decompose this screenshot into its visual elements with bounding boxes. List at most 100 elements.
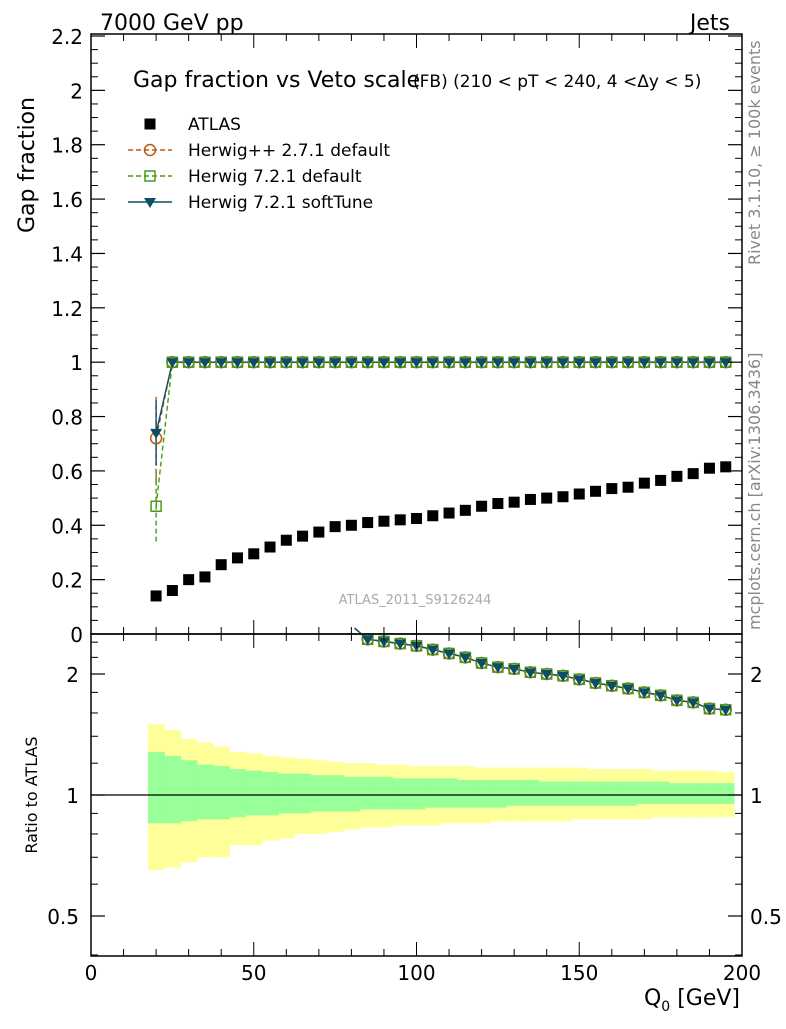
data-point	[150, 428, 163, 439]
atlas-data-point	[606, 483, 618, 495]
legend-entry: Herwig 7.2.1 default	[128, 167, 362, 187]
legend-marker	[144, 170, 156, 182]
ratio-band-green	[571, 781, 588, 806]
data-point	[703, 358, 716, 369]
ratio-band-green	[652, 781, 670, 804]
data-point	[312, 358, 325, 369]
legend-marker	[143, 143, 157, 157]
data-point	[556, 358, 569, 369]
ratio-band-green	[310, 775, 328, 812]
data-point	[231, 358, 244, 369]
ratio-point	[491, 663, 504, 674]
side-label-bottom: mcplots.cern.ch [arXiv:1306.3436]	[745, 353, 764, 630]
ratio-band-green	[473, 779, 491, 808]
atlas-data-point	[492, 498, 504, 510]
legend-marker	[144, 198, 156, 208]
atlas-data-point	[687, 468, 699, 480]
atlas-data-point	[638, 477, 650, 489]
atlas-data-point	[378, 515, 390, 527]
x-tick-label: 200	[723, 961, 761, 985]
atlas-data-point	[720, 461, 732, 473]
data-point	[654, 358, 667, 369]
data-point	[329, 358, 342, 369]
ratio-band-green	[196, 764, 214, 820]
ratio-band-green	[587, 781, 605, 806]
atlas-data-point	[655, 474, 667, 486]
y-tick-label: 0.4	[51, 514, 83, 538]
atlas-data-point	[215, 559, 227, 571]
ratio-band-green	[294, 773, 312, 814]
data-point	[410, 358, 423, 369]
ratio-series-line	[354, 627, 726, 711]
ratio-y-tick-label: 0.5	[47, 905, 79, 929]
atlas-data-point	[199, 571, 211, 583]
ratio-point	[508, 664, 521, 675]
ratio-band-green	[701, 783, 719, 804]
ratio-series-line	[354, 627, 726, 711]
ratio-series-line	[354, 627, 726, 711]
atlas-data-point	[264, 541, 276, 553]
ratio-band-green	[408, 778, 426, 810]
ratio-band-green	[375, 776, 393, 810]
atlas-data-point	[362, 517, 374, 529]
ratio-band-green	[245, 770, 263, 816]
ratio-band-green	[392, 778, 409, 810]
atlas-data-point	[476, 500, 488, 512]
data-point	[182, 358, 195, 369]
data-point	[198, 358, 211, 369]
ratio-band-green	[522, 779, 540, 806]
x-axis-label: Q0 [GeV]	[644, 986, 740, 1015]
legend-entry: Herwig 7.2.1 softTune	[128, 193, 373, 213]
ratio-band-green	[554, 781, 572, 806]
atlas-data-point	[345, 519, 357, 531]
atlas-data-point	[166, 585, 178, 597]
x-tick-label: 100	[397, 961, 435, 985]
data-point	[638, 358, 651, 369]
y-tick-label: 0.2	[51, 569, 83, 593]
series-line	[155, 361, 726, 439]
atlas-data-point	[508, 496, 520, 508]
ratio-band-green	[489, 779, 507, 808]
ratio-band-green	[147, 751, 165, 824]
y-tick-label: 1.8	[51, 134, 83, 158]
x-axis-label-sub: 0	[661, 999, 670, 1015]
data-point	[345, 358, 358, 369]
atlas-data-point	[329, 521, 341, 533]
data-point	[524, 358, 537, 369]
atlas-data-point	[231, 552, 243, 564]
atlas-data-point	[541, 492, 553, 504]
y-axis-label: Gap fraction	[15, 97, 40, 233]
atlas-data-point	[622, 481, 634, 493]
atlas-data-point	[573, 488, 585, 500]
main-title: Gap fraction vs Veto scale	[133, 68, 420, 93]
atlas-data-point	[703, 462, 715, 474]
data-point	[475, 358, 488, 369]
data-point	[670, 358, 683, 369]
data-point	[540, 358, 553, 369]
ratio-point	[622, 684, 635, 695]
watermark: ATLAS_2011_S9126244	[339, 593, 492, 608]
data-point	[605, 358, 618, 369]
x-axis-label-unit: [GeV]	[670, 986, 740, 1011]
side-label-top: Rivet 3.1.10, ≥ 100k events	[745, 40, 764, 265]
ratio-band-green	[668, 783, 686, 804]
ratio-band-green	[636, 781, 654, 804]
data-point	[719, 358, 732, 369]
y-tick-label: 2.2	[51, 25, 83, 49]
ratio-band-green	[603, 781, 621, 806]
y-tick-label: 1.4	[51, 242, 83, 266]
atlas-data-point	[297, 530, 309, 542]
data-point	[280, 358, 293, 369]
y-tick-label: 2	[70, 79, 83, 103]
data-point	[459, 358, 472, 369]
atlas-data-point	[150, 590, 162, 602]
atlas-data-point	[394, 514, 406, 526]
ratio-point	[573, 675, 586, 686]
ratio-band-green	[326, 775, 344, 812]
ratio-y-tick-label-right: 2	[750, 663, 763, 687]
data-point	[361, 358, 374, 369]
atlas-data-point	[671, 470, 683, 482]
series-line	[155, 361, 726, 434]
data-point	[166, 358, 179, 369]
ratio-point	[670, 696, 683, 707]
